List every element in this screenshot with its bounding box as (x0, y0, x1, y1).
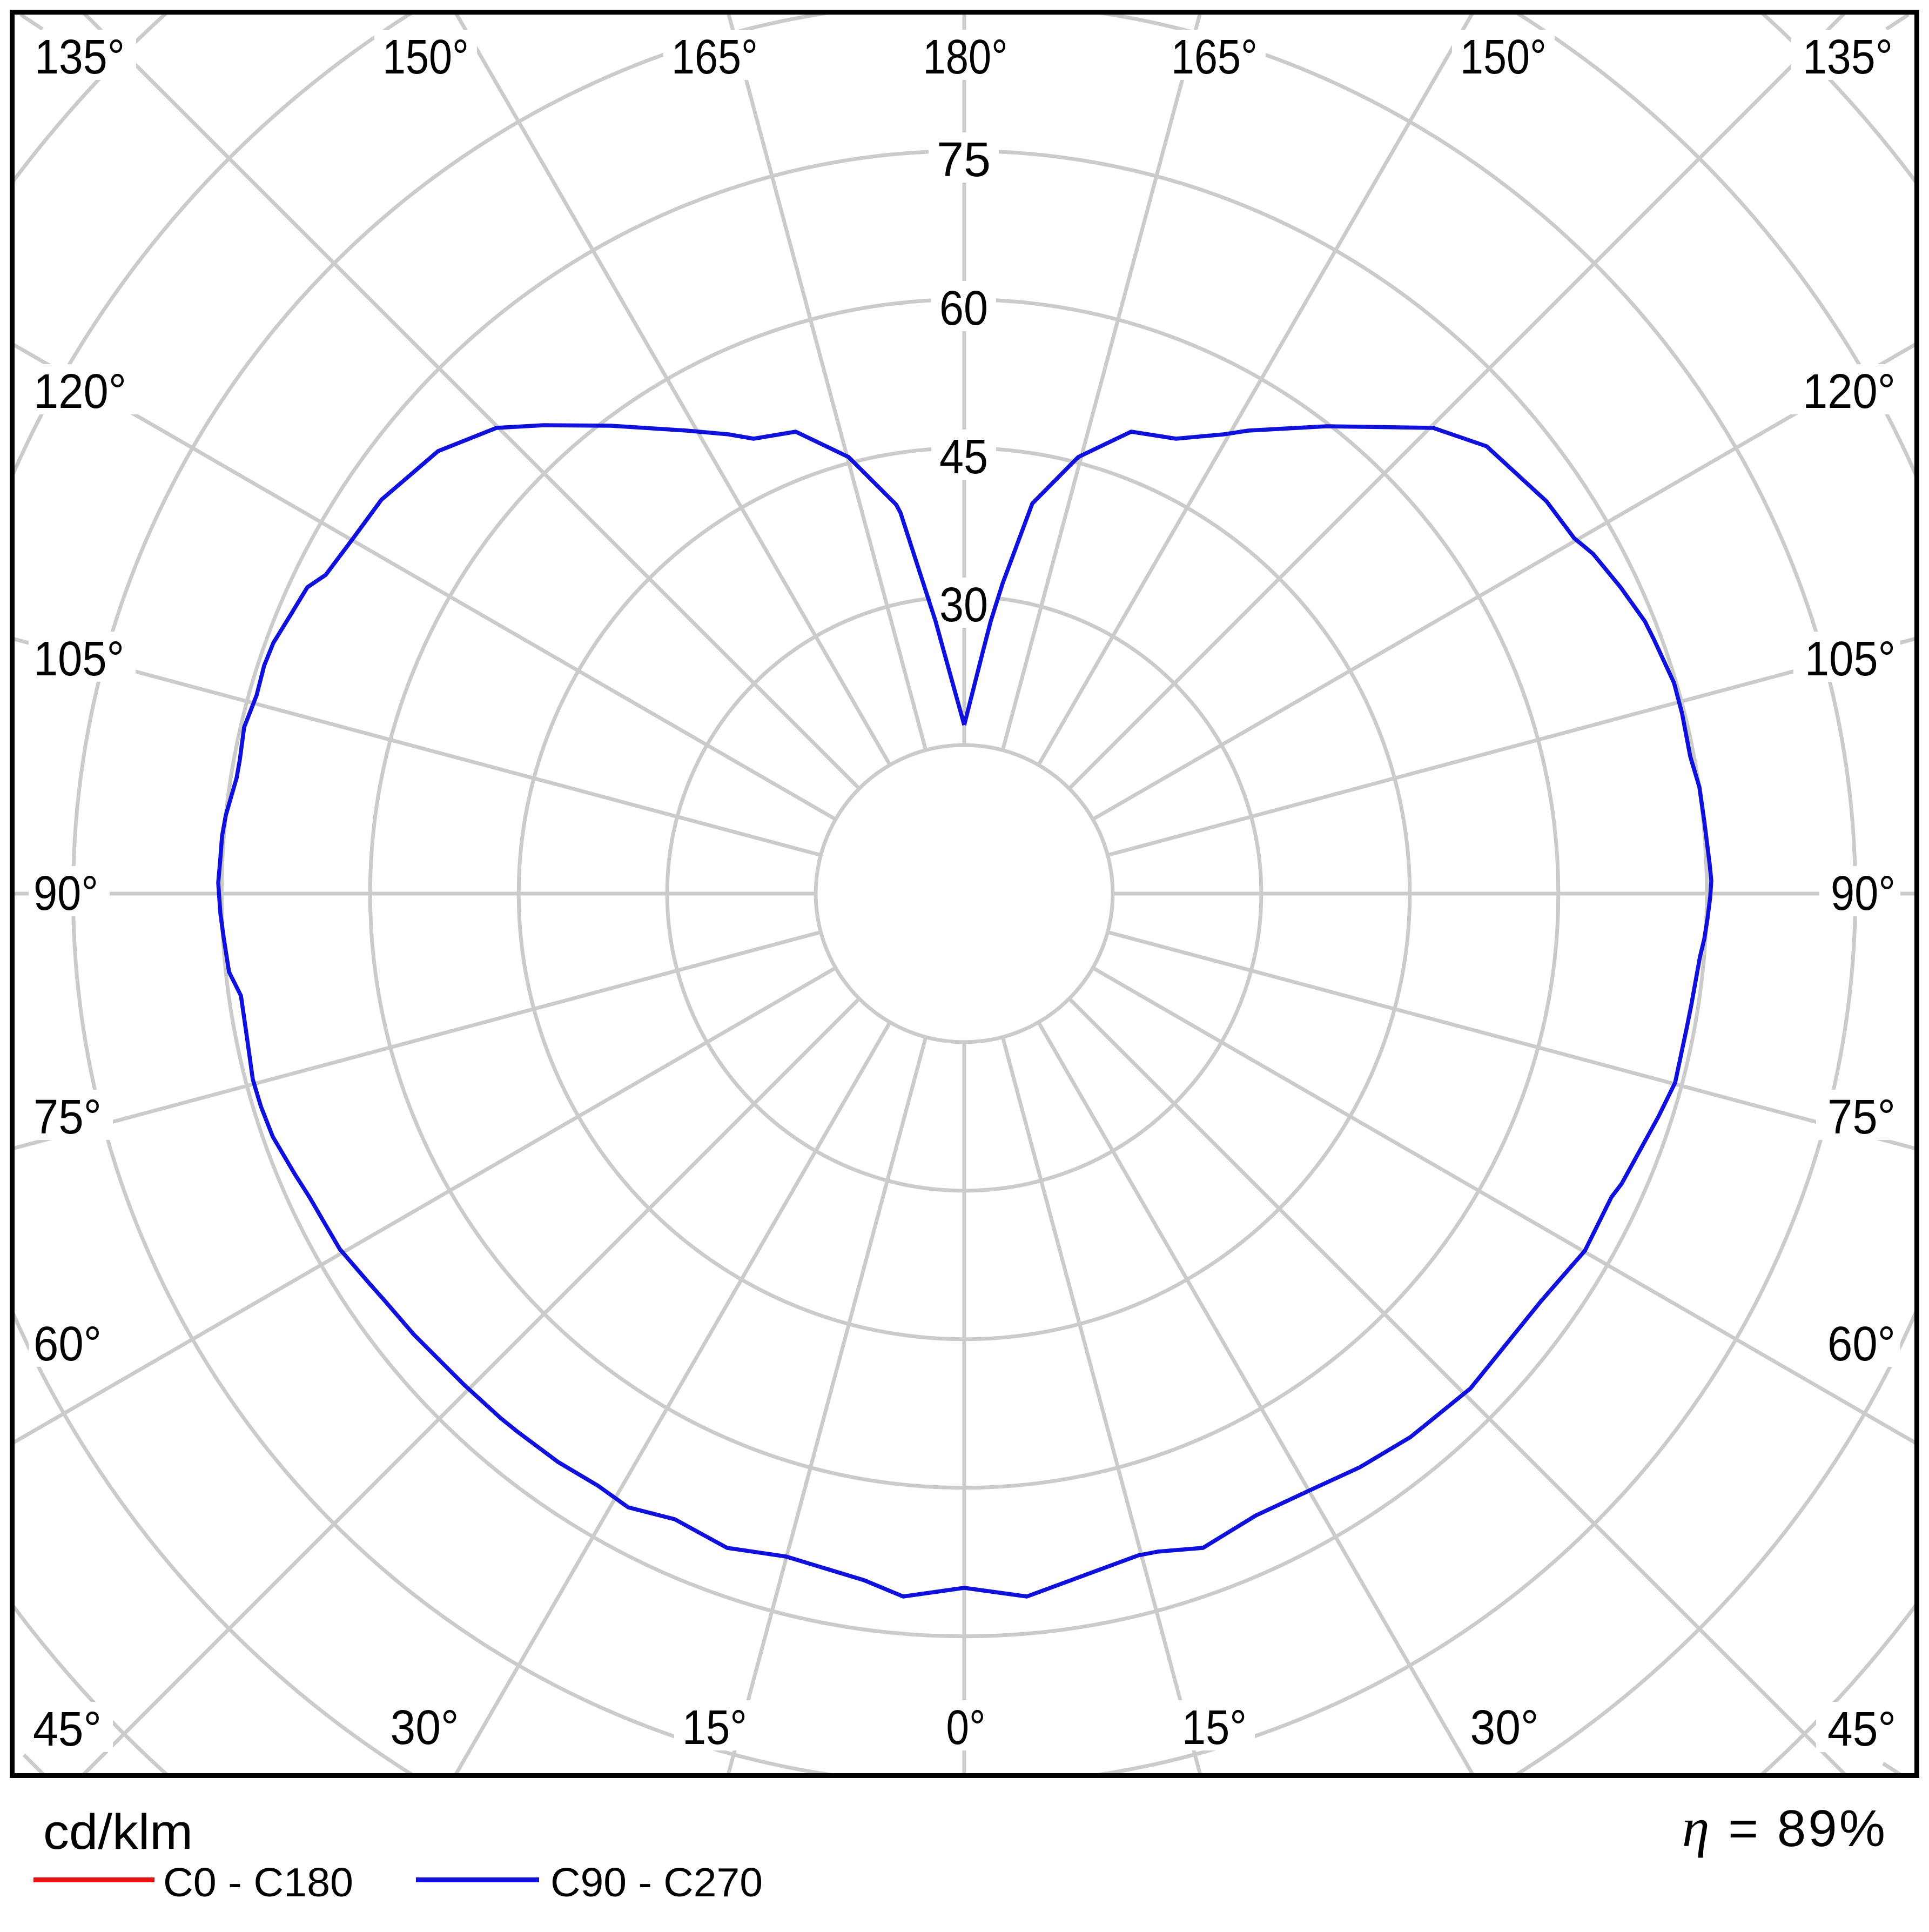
svg-text:180°: 180° (923, 30, 1008, 84)
svg-text:90°: 90° (1831, 867, 1896, 921)
svg-text:45°: 45° (1827, 1702, 1896, 1756)
svg-text:120°: 120° (33, 365, 126, 419)
svg-text:η = 89%: η = 89% (1682, 1797, 1887, 1859)
svg-text:135°: 135° (35, 30, 125, 84)
svg-text:45°: 45° (33, 1702, 102, 1756)
svg-text:0°: 0° (946, 1701, 986, 1755)
svg-text:120°: 120° (1803, 365, 1896, 419)
svg-text:165°: 165° (1171, 30, 1258, 84)
svg-text:135°: 135° (1803, 30, 1893, 84)
svg-text:C0 - C180: C0 - C180 (163, 1860, 353, 1905)
svg-text:60°: 60° (33, 1317, 102, 1371)
svg-text:15°: 15° (682, 1701, 747, 1755)
svg-text:150°: 150° (382, 30, 469, 84)
svg-text:C90 - C270: C90 - C270 (550, 1860, 763, 1905)
svg-text:cd/klm: cd/klm (43, 1804, 193, 1860)
svg-text:150°: 150° (1460, 30, 1547, 84)
svg-text:90°: 90° (33, 867, 98, 921)
svg-text:45: 45 (939, 430, 988, 484)
svg-text:105°: 105° (1805, 632, 1896, 686)
svg-text:15°: 15° (1182, 1701, 1247, 1755)
svg-text:30°: 30° (391, 1701, 459, 1755)
svg-text:30: 30 (939, 578, 988, 632)
svg-text:60°: 60° (1827, 1317, 1896, 1371)
svg-text:165°: 165° (671, 30, 758, 84)
svg-text:75°: 75° (1827, 1090, 1896, 1144)
svg-text:30°: 30° (1470, 1701, 1539, 1755)
svg-text:75: 75 (937, 133, 991, 187)
svg-text:75°: 75° (33, 1090, 102, 1144)
svg-text:60: 60 (939, 281, 988, 336)
svg-text:105°: 105° (33, 632, 124, 686)
